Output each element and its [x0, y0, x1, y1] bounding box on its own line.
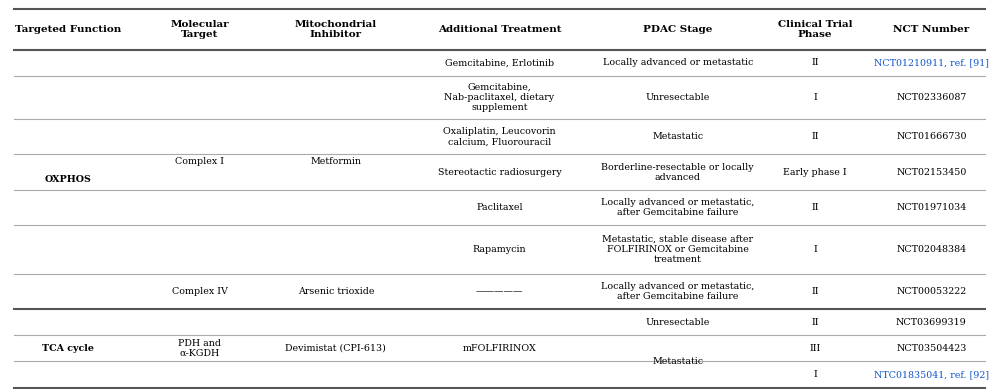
Text: NCT01971034: NCT01971034 [896, 203, 966, 212]
Text: II: II [810, 203, 817, 212]
Text: NCT00053222: NCT00053222 [896, 287, 966, 296]
Text: —————: ————— [475, 287, 523, 296]
Text: I: I [812, 245, 816, 254]
Text: Complex I: Complex I [175, 157, 224, 166]
Text: Metastatic: Metastatic [652, 357, 703, 366]
Text: PDAC Stage: PDAC Stage [643, 25, 712, 34]
Text: NCT02048384: NCT02048384 [896, 245, 966, 254]
Text: PDH and
α-KGDH: PDH and α-KGDH [178, 338, 221, 358]
Text: II: II [810, 132, 817, 141]
Text: OXPHOS: OXPHOS [45, 175, 91, 184]
Text: Unresectable: Unresectable [645, 93, 709, 102]
Text: NCT Number: NCT Number [893, 25, 969, 34]
Text: Arsenic trioxide: Arsenic trioxide [297, 287, 374, 296]
Text: Metastatic: Metastatic [652, 132, 703, 141]
Text: TCA cycle: TCA cycle [42, 344, 94, 353]
Text: Molecular
Target: Molecular Target [171, 20, 229, 39]
Text: I: I [812, 370, 816, 379]
Text: Devimistat (CPI-613): Devimistat (CPI-613) [285, 344, 386, 353]
Text: NTC01835041, ref. [92]: NTC01835041, ref. [92] [873, 370, 988, 379]
Text: Unresectable: Unresectable [645, 317, 709, 327]
Text: II: II [810, 287, 817, 296]
Text: III: III [808, 344, 819, 353]
Text: Rapamycin: Rapamycin [472, 245, 526, 254]
Text: Complex IV: Complex IV [172, 287, 228, 296]
Text: Metformin: Metformin [310, 157, 361, 166]
Text: NCT03504423: NCT03504423 [896, 344, 966, 353]
Text: mFOLFIRINOX: mFOLFIRINOX [462, 344, 536, 353]
Text: I: I [812, 93, 816, 102]
Text: NCT03699319: NCT03699319 [895, 317, 966, 327]
Text: Gemcitabine,
Nab-paclitaxel, dietary
supplement: Gemcitabine, Nab-paclitaxel, dietary sup… [444, 83, 554, 112]
Text: Oxaliplatin, Leucovorin
calcium, Fluorouracil: Oxaliplatin, Leucovorin calcium, Fluorou… [442, 127, 555, 146]
Text: Clinical Trial
Phase: Clinical Trial Phase [777, 20, 852, 39]
Text: Locally advanced or metastatic: Locally advanced or metastatic [602, 58, 752, 67]
Text: Paclitaxel: Paclitaxel [475, 203, 523, 212]
Text: Early phase I: Early phase I [782, 168, 846, 177]
Text: Metastatic, stable disease after
FOLFIRINOX or Gemcitabine
treatment: Metastatic, stable disease after FOLFIRI… [602, 235, 752, 264]
Text: Mitochondrial
Inhibitor: Mitochondrial Inhibitor [295, 20, 376, 39]
Text: II: II [810, 317, 817, 327]
Text: Locally advanced or metastatic,
after Gemcitabine failure: Locally advanced or metastatic, after Ge… [601, 282, 753, 301]
Text: NCT02153450: NCT02153450 [896, 168, 966, 177]
Text: NCT02336087: NCT02336087 [896, 93, 966, 102]
Text: NCT01210911, ref. [91]: NCT01210911, ref. [91] [873, 58, 988, 67]
Text: Borderline-resectable or locally
advanced: Borderline-resectable or locally advance… [601, 163, 753, 182]
Text: Additional Treatment: Additional Treatment [437, 25, 561, 34]
Text: Locally advanced or metastatic,
after Gemcitabine failure: Locally advanced or metastatic, after Ge… [601, 198, 753, 217]
Text: Stereotactic radiosurgery: Stereotactic radiosurgery [437, 168, 561, 177]
Text: NCT01666730: NCT01666730 [896, 132, 966, 141]
Text: Gemcitabine, Erlotinib: Gemcitabine, Erlotinib [444, 58, 554, 67]
Text: Targeted Function: Targeted Function [15, 25, 121, 34]
Text: II: II [810, 58, 817, 67]
